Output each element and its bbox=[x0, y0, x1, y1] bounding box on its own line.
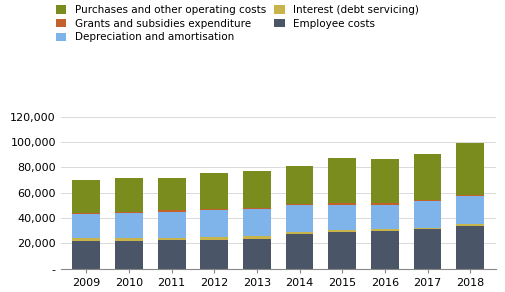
Bar bbox=[200, 237, 228, 239]
Bar bbox=[285, 204, 313, 205]
Bar bbox=[456, 224, 483, 226]
Bar bbox=[370, 230, 398, 231]
Bar bbox=[413, 201, 440, 227]
Bar bbox=[285, 166, 313, 204]
Bar bbox=[370, 231, 398, 269]
Bar bbox=[115, 212, 142, 213]
Bar bbox=[242, 209, 270, 237]
Bar bbox=[158, 240, 185, 269]
Bar bbox=[413, 227, 440, 230]
Bar bbox=[285, 205, 313, 232]
Bar bbox=[285, 234, 313, 269]
Bar bbox=[200, 173, 228, 209]
Bar bbox=[72, 238, 100, 241]
Bar bbox=[456, 196, 483, 224]
Bar bbox=[413, 200, 440, 201]
Bar bbox=[370, 204, 398, 205]
Bar bbox=[200, 209, 228, 211]
Bar bbox=[242, 237, 270, 239]
Bar bbox=[285, 232, 313, 234]
Bar bbox=[115, 213, 142, 238]
Bar bbox=[158, 212, 185, 238]
Bar bbox=[115, 238, 142, 241]
Bar bbox=[200, 211, 228, 237]
Bar bbox=[328, 232, 356, 269]
Bar bbox=[242, 171, 270, 208]
Bar bbox=[328, 158, 356, 204]
Bar bbox=[456, 226, 483, 269]
Bar bbox=[115, 241, 142, 269]
Bar bbox=[72, 241, 100, 269]
Bar bbox=[158, 178, 185, 211]
Bar bbox=[72, 214, 100, 238]
Bar bbox=[370, 205, 398, 230]
Bar bbox=[413, 154, 440, 200]
Bar bbox=[72, 180, 100, 213]
Legend: Purchases and other operating costs, Grants and subsidies expenditure, Depreciat: Purchases and other operating costs, Gra… bbox=[56, 5, 418, 43]
Bar bbox=[413, 230, 440, 269]
Bar bbox=[328, 204, 356, 205]
Bar bbox=[242, 208, 270, 209]
Bar bbox=[242, 239, 270, 269]
Bar bbox=[456, 143, 483, 195]
Bar bbox=[115, 178, 142, 212]
Bar bbox=[158, 238, 185, 240]
Bar bbox=[328, 205, 356, 230]
Bar bbox=[328, 230, 356, 232]
Bar bbox=[370, 159, 398, 204]
Bar bbox=[158, 211, 185, 212]
Bar bbox=[456, 195, 483, 196]
Bar bbox=[200, 239, 228, 269]
Bar bbox=[72, 213, 100, 214]
